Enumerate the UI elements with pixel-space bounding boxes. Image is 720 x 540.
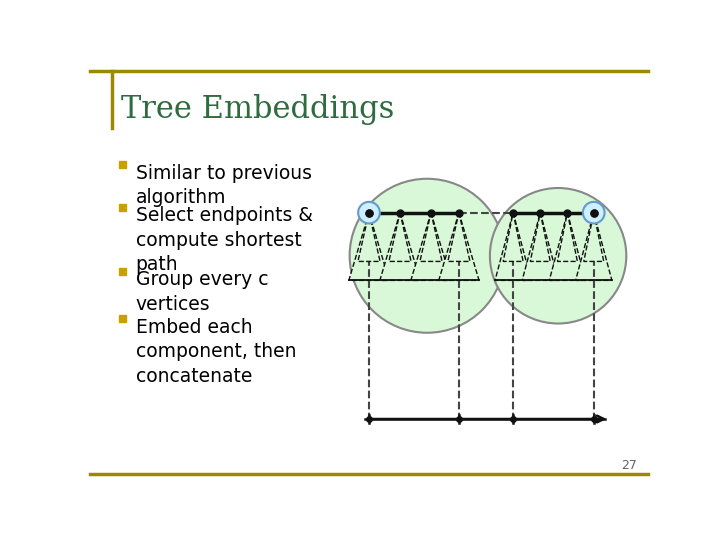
- Polygon shape: [389, 213, 411, 261]
- Bar: [119, 161, 126, 168]
- Text: 27: 27: [621, 458, 637, 472]
- Polygon shape: [549, 213, 585, 280]
- Polygon shape: [411, 213, 451, 280]
- Polygon shape: [584, 213, 604, 261]
- Polygon shape: [380, 213, 420, 280]
- Polygon shape: [531, 213, 550, 261]
- Bar: [119, 315, 126, 322]
- Text: Similar to previous
algorithm: Similar to previous algorithm: [136, 164, 312, 207]
- Text: Group every c
vertices: Group every c vertices: [136, 271, 269, 314]
- Polygon shape: [575, 213, 612, 280]
- Circle shape: [358, 202, 380, 224]
- Circle shape: [583, 202, 605, 224]
- Polygon shape: [503, 213, 523, 261]
- Polygon shape: [420, 213, 442, 261]
- Polygon shape: [522, 213, 559, 280]
- Text: Tree Embeddings: Tree Embeddings: [121, 94, 395, 125]
- Bar: [119, 204, 126, 211]
- Polygon shape: [557, 213, 577, 261]
- Polygon shape: [495, 213, 531, 280]
- Text: Select endpoints &
compute shortest
path: Select endpoints & compute shortest path: [136, 206, 312, 274]
- Polygon shape: [349, 213, 389, 280]
- Circle shape: [490, 188, 626, 323]
- Polygon shape: [358, 213, 380, 261]
- Bar: [119, 268, 126, 275]
- Polygon shape: [448, 213, 470, 261]
- Polygon shape: [438, 213, 479, 280]
- Circle shape: [350, 179, 505, 333]
- Text: Embed each
component, then
concatenate: Embed each component, then concatenate: [136, 318, 296, 386]
